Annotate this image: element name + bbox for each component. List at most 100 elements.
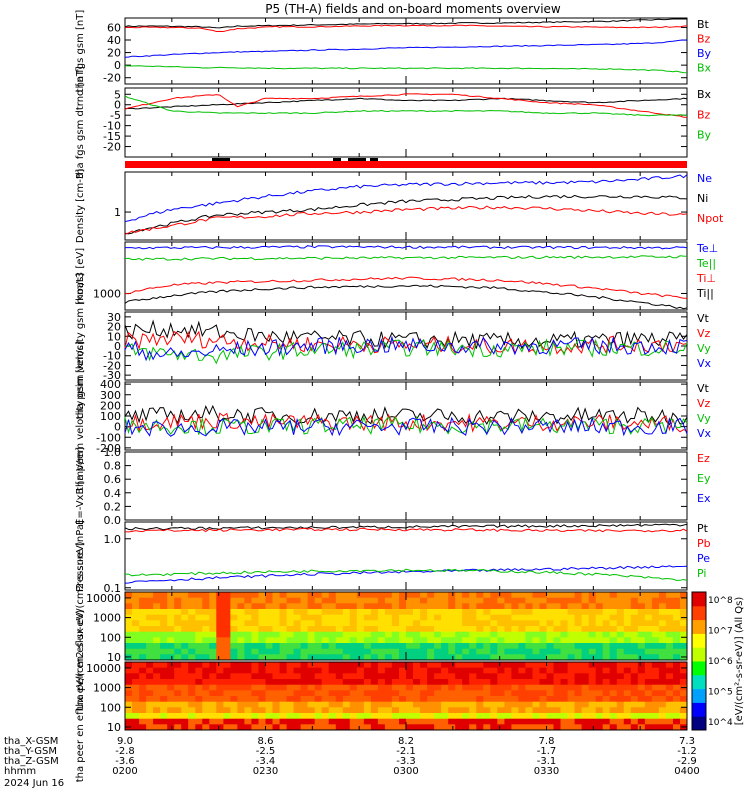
heatmap-cell — [539, 643, 547, 650]
heatmap-cell — [553, 662, 561, 669]
heatmap-cell — [167, 667, 175, 674]
heatmap-cell — [434, 654, 442, 661]
heatmap-cell — [455, 631, 463, 638]
heatmap-cell — [132, 654, 140, 661]
heatmap-cell — [399, 701, 407, 708]
heatmap-cell — [251, 614, 259, 621]
heatmap-cell — [673, 597, 681, 604]
heatmap-cell — [188, 690, 196, 697]
heatmap-cell — [216, 696, 224, 703]
heatmap-cell — [651, 631, 660, 638]
heatmap-cell — [448, 592, 456, 599]
heatmap-cell — [188, 609, 196, 616]
heatmap-cell — [188, 597, 196, 604]
heatmap-cell — [525, 673, 533, 680]
heatmap-cell — [511, 620, 519, 627]
heatmap-cell — [680, 662, 688, 669]
heatmap-cell — [167, 701, 175, 708]
heatmap-cell — [181, 631, 189, 638]
heatmap-cell — [469, 614, 477, 621]
heatmap-cell — [427, 662, 435, 669]
heatmap-cell — [167, 662, 175, 669]
heatmap-cell — [434, 696, 442, 703]
heatmap-cell — [363, 654, 372, 661]
heatmap-cell — [132, 701, 140, 708]
heatmap-cell — [553, 701, 561, 708]
heatmap-cell — [427, 654, 435, 661]
heatmap-cell — [609, 713, 618, 720]
heatmap-cell — [244, 684, 252, 691]
heatmap-cell — [356, 597, 365, 604]
heatmap-cell — [195, 609, 203, 616]
heatmap-cell — [349, 684, 358, 691]
heatmap-cell — [469, 631, 477, 638]
heatmap-cell — [237, 643, 245, 650]
heatmap-cell — [588, 603, 597, 610]
heatmap-cell — [673, 662, 681, 669]
heatmap-cell — [328, 592, 337, 599]
heatmap-cell — [391, 713, 400, 720]
heatmap-cell — [588, 643, 597, 650]
heatmap-cell — [146, 707, 154, 714]
heatmap-cell — [307, 620, 316, 627]
y-tick-label: -200 — [96, 442, 121, 455]
heatmap-cell — [532, 707, 540, 714]
heatmap-cell — [658, 718, 667, 725]
heatmap-cell — [420, 662, 428, 669]
heatmap-cell — [441, 701, 449, 708]
heatmap-cell — [504, 637, 512, 644]
heatmap-cell — [504, 643, 512, 650]
heatmap-cell — [300, 654, 309, 661]
heatmap-cell — [644, 701, 653, 708]
heatmap-cell — [665, 609, 674, 616]
heatmap-cell — [167, 684, 175, 691]
heatmap-cell — [251, 707, 259, 714]
colorbar-swatch — [692, 661, 706, 676]
heatmap-cell — [490, 597, 498, 604]
heatmap-cell — [153, 609, 161, 616]
heatmap-cell — [328, 713, 337, 720]
heatmap-cell — [279, 667, 288, 674]
colorbar-tick-label: 10^5 — [708, 688, 733, 698]
heatmap-cell — [153, 718, 161, 725]
heatmap-cell — [413, 679, 421, 686]
y-tick-label: 0.2 — [104, 500, 122, 513]
axis-row-value: -1.7 — [537, 746, 557, 757]
heatmap-cell — [406, 654, 414, 661]
heatmap-cell — [370, 718, 379, 725]
heatmap-cell — [434, 597, 442, 604]
heatmap-cell — [680, 631, 688, 638]
heatmap-cell — [202, 701, 210, 708]
heatmap-cell — [490, 603, 498, 610]
heatmap-cell — [167, 673, 175, 680]
heatmap-cell — [595, 701, 604, 708]
heatmap-cell — [125, 626, 133, 633]
heatmap-cell — [623, 654, 632, 661]
heatmap-cell — [448, 620, 456, 627]
heatmap-cell — [202, 643, 210, 650]
legend-label: Te|| — [696, 257, 716, 270]
series-line-te⊥ — [125, 245, 688, 250]
heatmap-cell — [504, 614, 512, 621]
heatmap-cell — [328, 603, 337, 610]
heatmap-cell — [595, 648, 604, 655]
heatmap-cell — [546, 631, 554, 638]
heatmap-cell — [455, 673, 463, 680]
heatmap-cell — [574, 654, 583, 661]
heatmap-cell — [139, 667, 147, 674]
y-tick-label: 0.4 — [104, 487, 122, 500]
heatmap-cell — [286, 673, 295, 680]
heatmap-cell — [476, 592, 484, 599]
heatmap-cell — [490, 690, 498, 697]
heatmap-cell — [202, 597, 210, 604]
heatmap-cell — [525, 679, 533, 686]
heatmap-cell — [251, 690, 259, 697]
heatmap-cell — [377, 667, 386, 674]
heatmap-cell — [539, 609, 547, 616]
heatmap-cell — [588, 718, 597, 725]
heatmap-cell — [441, 724, 449, 731]
heatmap-cell — [202, 626, 210, 633]
heatmap-cell — [209, 690, 217, 697]
axis-row-value: -2.9 — [677, 756, 697, 767]
